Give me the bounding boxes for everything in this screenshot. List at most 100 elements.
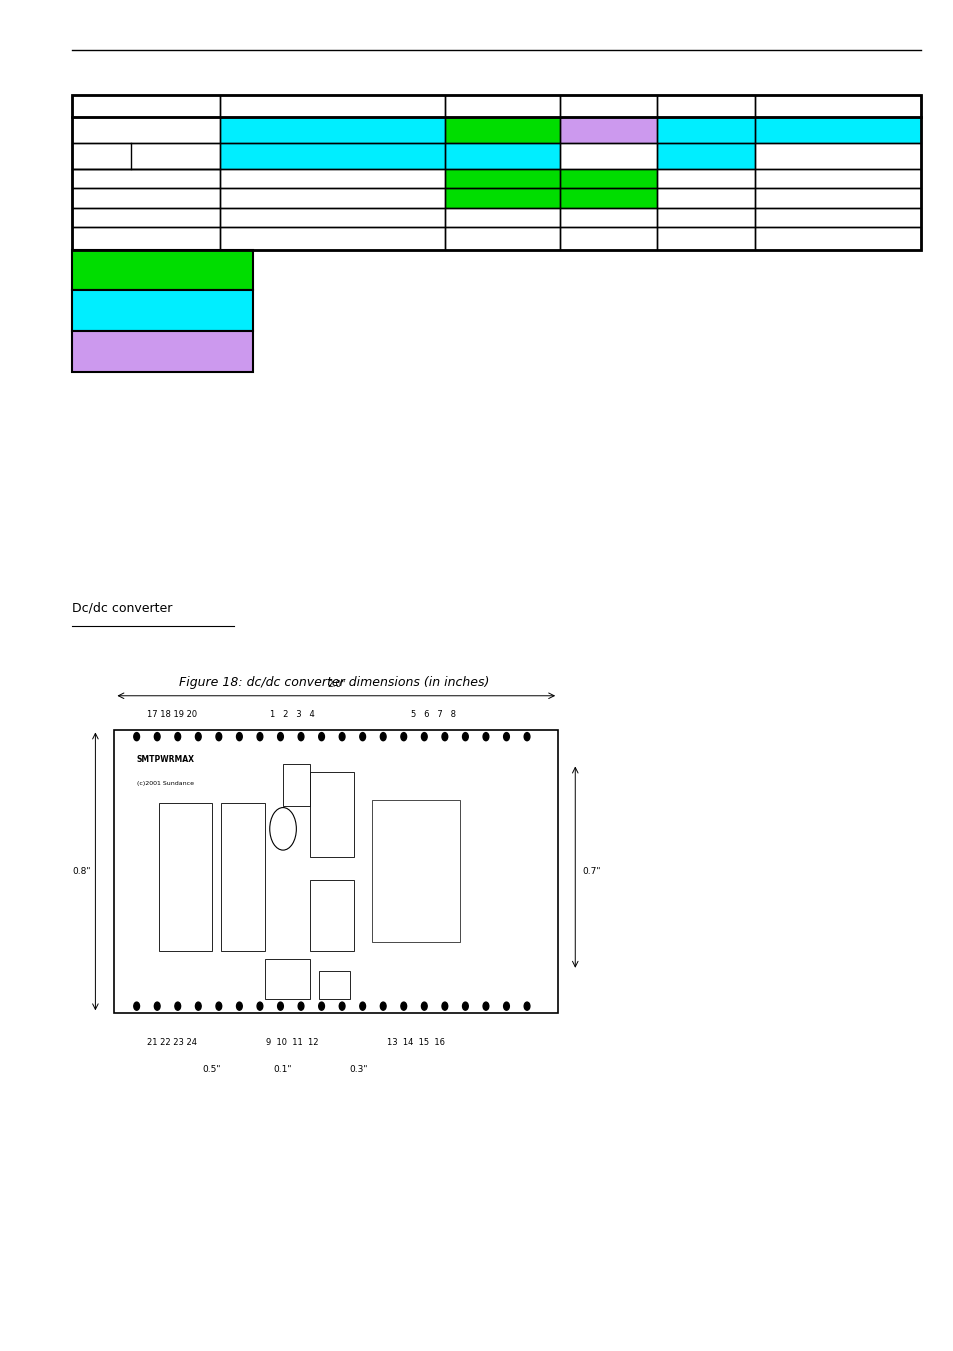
Text: 0.8": 0.8" bbox=[72, 867, 91, 875]
Bar bbox=[71, 95, 920, 250]
Bar bbox=[445, 95, 559, 118]
Text: 17 18 19 20: 17 18 19 20 bbox=[147, 709, 197, 719]
Bar bbox=[445, 169, 559, 188]
Bar bbox=[158, 804, 212, 951]
Circle shape bbox=[462, 732, 468, 740]
Circle shape bbox=[215, 1002, 221, 1011]
Bar bbox=[265, 959, 310, 1000]
Bar bbox=[220, 118, 445, 143]
Circle shape bbox=[133, 1002, 139, 1011]
Circle shape bbox=[215, 732, 221, 740]
Circle shape bbox=[154, 1002, 160, 1011]
Bar bbox=[445, 118, 559, 143]
Circle shape bbox=[339, 1002, 345, 1011]
Circle shape bbox=[441, 732, 447, 740]
Bar bbox=[754, 143, 920, 169]
Bar bbox=[310, 880, 354, 951]
Text: 21 22 23 24: 21 22 23 24 bbox=[147, 1038, 197, 1047]
Circle shape bbox=[154, 732, 160, 740]
Circle shape bbox=[359, 1002, 365, 1011]
Bar bbox=[445, 227, 559, 250]
Text: 5   6   7   8: 5 6 7 8 bbox=[411, 709, 456, 719]
Bar bbox=[559, 188, 657, 208]
Circle shape bbox=[195, 1002, 201, 1011]
Text: SMTPWRMAX: SMTPWRMAX bbox=[136, 755, 194, 763]
Bar bbox=[657, 169, 754, 188]
Text: Dc/dc converter: Dc/dc converter bbox=[71, 601, 172, 615]
Text: 0.5": 0.5" bbox=[203, 1065, 221, 1074]
Circle shape bbox=[298, 732, 304, 740]
Circle shape bbox=[318, 1002, 324, 1011]
Bar bbox=[657, 118, 754, 143]
Bar bbox=[754, 95, 920, 118]
Bar bbox=[657, 95, 754, 118]
Circle shape bbox=[339, 732, 345, 740]
Bar bbox=[754, 188, 920, 208]
Text: 2.0": 2.0" bbox=[327, 680, 345, 689]
Circle shape bbox=[380, 1002, 386, 1011]
Bar bbox=[754, 208, 920, 227]
Bar bbox=[559, 143, 657, 169]
Bar bbox=[559, 188, 657, 208]
Circle shape bbox=[236, 732, 242, 740]
Text: 0.3": 0.3" bbox=[349, 1065, 367, 1074]
Bar bbox=[445, 143, 559, 169]
Circle shape bbox=[523, 732, 529, 740]
Circle shape bbox=[195, 732, 201, 740]
Circle shape bbox=[318, 732, 324, 740]
Bar bbox=[71, 227, 220, 250]
Circle shape bbox=[523, 1002, 529, 1011]
Bar bbox=[657, 227, 754, 250]
Text: (c)2001 Sundance: (c)2001 Sundance bbox=[136, 781, 193, 786]
Bar bbox=[559, 208, 657, 227]
Circle shape bbox=[421, 732, 427, 740]
Bar bbox=[754, 118, 920, 143]
Bar bbox=[71, 208, 220, 227]
Circle shape bbox=[482, 1002, 488, 1011]
Bar bbox=[220, 169, 445, 188]
Bar bbox=[657, 208, 754, 227]
Bar bbox=[71, 331, 253, 372]
Bar bbox=[657, 143, 754, 169]
Circle shape bbox=[462, 1002, 468, 1011]
Circle shape bbox=[380, 732, 386, 740]
Bar bbox=[71, 118, 220, 143]
Circle shape bbox=[133, 732, 139, 740]
Text: 9  10  11  12: 9 10 11 12 bbox=[265, 1038, 318, 1047]
Circle shape bbox=[421, 1002, 427, 1011]
Bar bbox=[114, 730, 558, 1013]
Bar bbox=[221, 804, 265, 951]
Bar bbox=[71, 290, 253, 331]
Bar bbox=[318, 970, 349, 1000]
Bar bbox=[372, 800, 460, 943]
Bar bbox=[559, 118, 657, 143]
Bar bbox=[220, 143, 445, 169]
Bar bbox=[754, 118, 920, 143]
Bar bbox=[220, 188, 445, 208]
Bar bbox=[220, 118, 445, 143]
Bar bbox=[71, 188, 220, 208]
Circle shape bbox=[359, 732, 365, 740]
Circle shape bbox=[277, 732, 283, 740]
Bar bbox=[220, 227, 445, 250]
Bar bbox=[559, 227, 657, 250]
Circle shape bbox=[400, 732, 406, 740]
Text: 13  14  15  16: 13 14 15 16 bbox=[387, 1038, 445, 1047]
Bar bbox=[559, 118, 657, 143]
Bar bbox=[71, 250, 253, 290]
Bar bbox=[754, 227, 920, 250]
Circle shape bbox=[256, 1002, 262, 1011]
Bar bbox=[71, 143, 220, 169]
Bar bbox=[657, 188, 754, 208]
Text: 0.7": 0.7" bbox=[581, 867, 599, 875]
Text: 1   2   3   4: 1 2 3 4 bbox=[270, 709, 314, 719]
Bar bbox=[220, 143, 445, 169]
Bar bbox=[445, 188, 559, 208]
Circle shape bbox=[400, 1002, 406, 1011]
Bar bbox=[71, 169, 220, 188]
Bar bbox=[754, 169, 920, 188]
Text: 0.1": 0.1" bbox=[274, 1065, 292, 1074]
Bar bbox=[559, 169, 657, 188]
Bar bbox=[559, 95, 657, 118]
Bar bbox=[657, 118, 754, 143]
